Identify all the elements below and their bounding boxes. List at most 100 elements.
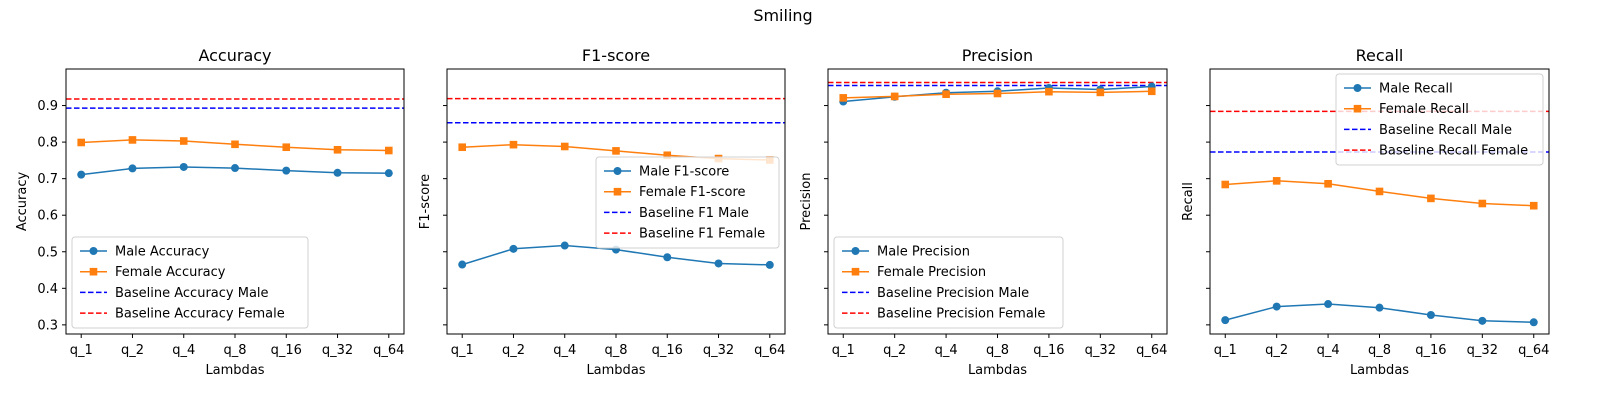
x-tick-label: q_32 xyxy=(703,343,734,358)
x-tick-label: q_16 xyxy=(1415,343,1446,358)
legend-box xyxy=(71,236,309,329)
legend-box xyxy=(833,236,1064,329)
x-axis-label: Lambdas xyxy=(1350,363,1409,378)
legend-label: Baseline Accuracy Female xyxy=(115,307,285,322)
legend-label: Male Precision xyxy=(877,245,970,260)
data-point-female xyxy=(458,143,467,152)
data-point-female xyxy=(179,137,188,145)
x-tick-label: q_1 xyxy=(832,343,855,358)
x-tick-label: q_16 xyxy=(652,343,683,358)
y-tick-label: 0.7 xyxy=(37,172,58,187)
data-point-female xyxy=(1147,87,1156,96)
data-point-male xyxy=(663,253,672,262)
panel-title: Precision xyxy=(962,46,1033,65)
data-point-female xyxy=(128,136,137,144)
legend-label: Female F1-score xyxy=(639,185,746,200)
chart-panels: Accuracy q_1 q_2 q_4 q_8 q_16 q_32 q_64 0.3 0.4 0.… xyxy=(15,46,1550,378)
y-tick-label: 0.9 xyxy=(37,99,58,114)
data-point-female xyxy=(1375,187,1384,196)
x-tick-label: q_4 xyxy=(172,343,195,358)
legend-marker-point xyxy=(851,247,860,255)
y-tick-label: 0.8 xyxy=(37,136,58,151)
x-tick-label: q_64 xyxy=(1518,343,1549,358)
legend: Male Recall Female Recall Baseline Recall … xyxy=(1335,73,1544,166)
legend-box xyxy=(1335,73,1544,166)
data-point-female xyxy=(1529,201,1538,210)
data-point-male xyxy=(179,162,188,171)
legend-label: Male Accuracy xyxy=(115,245,210,260)
x-tick-label: q_64 xyxy=(373,343,404,358)
data-point-female xyxy=(509,140,518,149)
x-tick-label: q_64 xyxy=(754,343,785,358)
legend-label: Male F1-score xyxy=(639,165,729,180)
x-tick-label: q_8 xyxy=(986,343,1009,358)
legend: Male Precision Female Precision Baseline P… xyxy=(833,236,1064,329)
data-point-male xyxy=(1324,300,1333,309)
legend-marker-point xyxy=(89,267,98,276)
data-point-female xyxy=(942,90,950,99)
legend-marker-point xyxy=(1353,84,1362,92)
data-point-female xyxy=(384,146,393,155)
y-tick-label: 0.6 xyxy=(37,209,58,224)
x-tick-label: q_8 xyxy=(604,343,627,358)
data-point-female xyxy=(1221,180,1230,189)
legend-box xyxy=(595,156,780,249)
y-axis-label: Accuracy xyxy=(15,172,30,232)
legend-label: Female Recall xyxy=(1379,102,1469,117)
x-tick-label: q_2 xyxy=(1265,343,1288,358)
data-point-female xyxy=(1427,194,1435,203)
y-tick-label: 0.5 xyxy=(37,245,58,260)
data-point-male xyxy=(509,244,518,253)
legend-label: Baseline Recall Female xyxy=(1379,144,1528,159)
x-tick-label: q_4 xyxy=(935,343,958,358)
x-tick-label: q_4 xyxy=(1317,343,1340,358)
data-point-female xyxy=(282,143,291,152)
data-point-female xyxy=(1045,87,1053,96)
data-point-female xyxy=(77,138,86,147)
legend-label: Baseline Precision Male xyxy=(877,286,1029,301)
y-tick-label: 0.4 xyxy=(37,282,58,297)
x-tick-label: q_8 xyxy=(1368,343,1391,358)
x-tick-label: q_1 xyxy=(70,343,93,358)
data-point-male xyxy=(1272,302,1281,311)
y-axis-label: F1-score xyxy=(418,174,433,229)
legend-label: Baseline Precision Female xyxy=(877,307,1045,322)
x-tick-label: q_32 xyxy=(1085,343,1116,358)
chart-panel-2: F1-score q_1 q_2 q_4 q_8 q_16 q_32 q_64 Lambdas F… xyxy=(418,46,786,378)
data-point-female xyxy=(839,94,848,102)
data-point-female xyxy=(1478,199,1487,208)
y-tick-label: 0.3 xyxy=(37,318,58,333)
x-tick-label: q_16 xyxy=(1033,343,1064,358)
legend-label: Male Recall xyxy=(1379,82,1453,97)
x-tick-label: q_2 xyxy=(502,343,525,358)
data-point-male xyxy=(333,168,342,177)
y-axis-label: Recall xyxy=(1181,182,1196,221)
panel-title: F1-score xyxy=(582,46,650,65)
legend-marker-point xyxy=(613,187,622,196)
data-point-female xyxy=(1272,177,1281,185)
y-axis-label: Precision xyxy=(799,172,814,230)
chart-panel-3: Precision q_1 q_2 q_4 q_8 q_16 q_32 q_64 Lambdas… xyxy=(799,46,1168,378)
data-point-female xyxy=(890,92,899,101)
legend-marker-point xyxy=(613,167,622,175)
legend-marker-point xyxy=(89,247,98,255)
data-point-male xyxy=(458,260,467,269)
x-tick-label: q_32 xyxy=(322,343,353,358)
legend-label: Female Precision xyxy=(877,265,986,280)
data-point-male xyxy=(128,164,137,173)
legend-marker-point xyxy=(1353,104,1362,113)
data-point-female xyxy=(993,89,1002,98)
x-tick-label: q_8 xyxy=(223,343,246,358)
x-tick-label: q_64 xyxy=(1136,343,1167,358)
data-point-male xyxy=(231,164,239,173)
data-point-female xyxy=(333,145,342,154)
panel-title: Recall xyxy=(1356,46,1404,65)
data-point-male xyxy=(77,170,86,179)
x-tick-label: q_2 xyxy=(883,343,906,358)
x-axis-label: Lambdas xyxy=(586,363,645,378)
legend-label: Baseline Recall Male xyxy=(1379,123,1512,138)
x-axis-label: Lambdas xyxy=(968,363,1027,378)
x-tick-label: q_4 xyxy=(553,343,576,358)
legend: Male F1-score Female F1-score Baseline F1 … xyxy=(595,156,780,249)
